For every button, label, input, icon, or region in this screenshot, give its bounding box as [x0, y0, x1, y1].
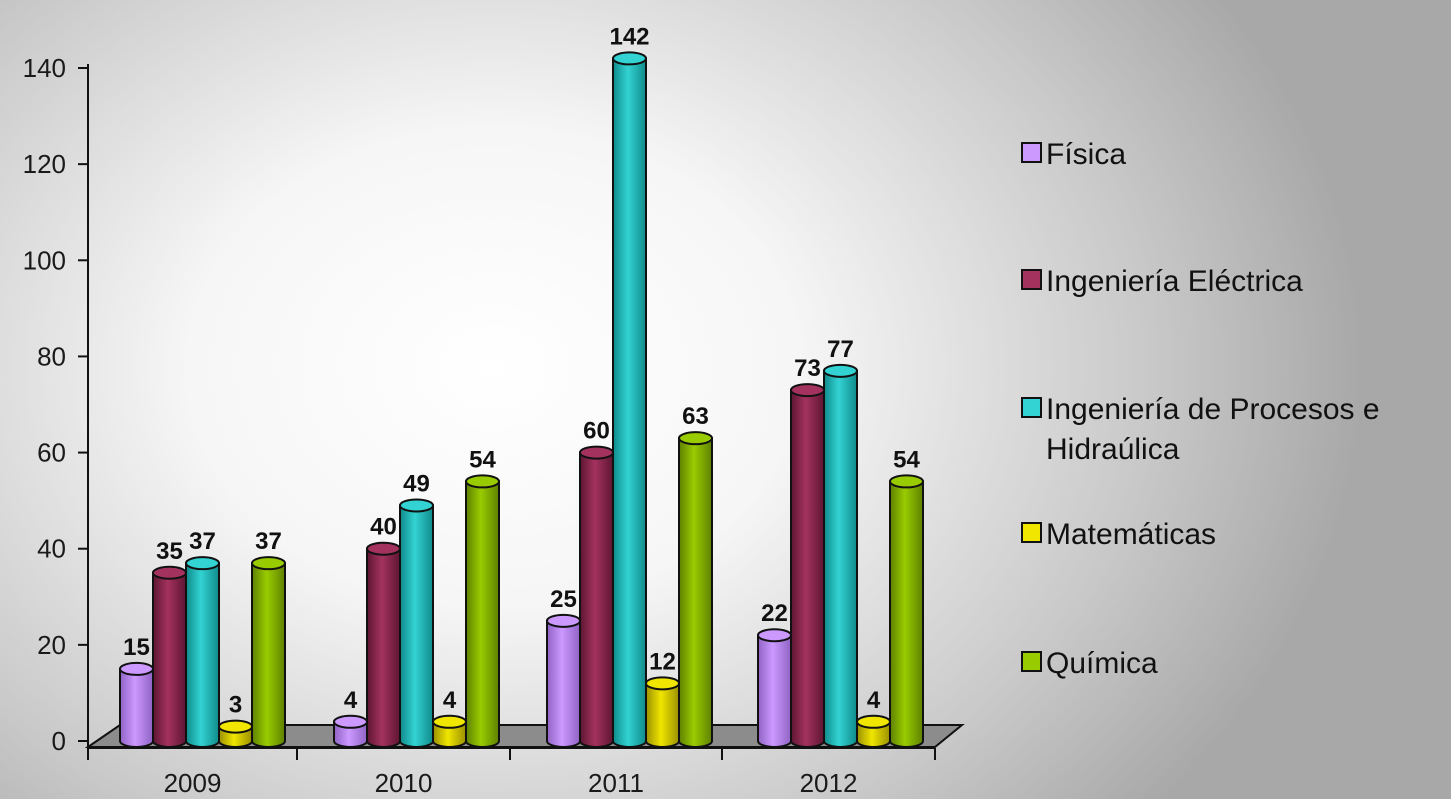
bars — [119, 51, 924, 748]
legend-swatch — [1021, 651, 1042, 672]
bar-fisica-2009 — [119, 661, 154, 748]
legend-label: Química — [1046, 647, 1158, 680]
bar-quimica-2012 — [889, 474, 924, 748]
y-tick-label: 40 — [37, 534, 66, 564]
legend-swatch — [1021, 522, 1042, 543]
x-tick-label: 2011 — [588, 768, 644, 798]
legend-item-ingenieria-de-procesos-e-hidraulica: Ingeniería de Procesos e Hidraúlica — [1021, 393, 1380, 466]
bar-ingenieria-de-procesos-e-hidraulica-2011 — [612, 51, 647, 748]
y-tick-label: 60 — [37, 438, 66, 468]
bar-quimica-2010 — [465, 474, 500, 748]
legend-item-matematicas: Matemáticas — [1021, 518, 1216, 551]
legend-swatch — [1021, 397, 1042, 418]
axes: 0 20 40 60 80 100 120 140 2009 2010 2011 2012 — [23, 53, 936, 798]
x-tick-label: 2010 — [375, 768, 433, 798]
bar-matematicas-2009 — [218, 719, 253, 748]
bar-matematicas-2010 — [432, 714, 467, 748]
data-label-ingenieria-electrica-2011: 60 — [583, 418, 610, 445]
bar-ingenieria-electrica-2011 — [579, 445, 614, 748]
data-label-ingenieria-de-procesos-e-hidraulica-2009: 37 — [189, 528, 216, 555]
data-label-matematicas-2009: 3 — [229, 692, 242, 719]
data-label-quimica-2009: 37 — [255, 528, 282, 555]
bar-quimica-2009 — [251, 556, 286, 748]
bar-ingenieria-electrica-2009 — [152, 565, 187, 748]
y-tick-label: 120 — [23, 149, 66, 179]
data-label-fisica-2011: 25 — [550, 586, 577, 613]
bar-fisica-2010 — [333, 714, 368, 748]
data-label-fisica-2012: 22 — [761, 600, 788, 627]
y-tick-label: 0 — [52, 726, 66, 756]
data-label-fisica-2009: 15 — [123, 634, 150, 661]
data-label-matematicas-2010: 4 — [443, 687, 457, 714]
bar-quimica-2011 — [678, 431, 713, 748]
legend-swatch — [1021, 142, 1042, 163]
legend-swatch — [1021, 269, 1042, 290]
legend-label: Ingeniería Eléctrica — [1046, 265, 1303, 298]
legend-item-fisica: Física — [1021, 138, 1126, 171]
data-label-quimica-2010: 54 — [469, 446, 496, 473]
data-label-ingenieria-electrica-2010: 40 — [370, 514, 397, 541]
bar-ingenieria-electrica-2010 — [366, 541, 401, 748]
x-tick-label: 2009 — [164, 768, 222, 798]
bar-matematicas-2012 — [856, 714, 891, 748]
data-label-ingenieria-electrica-2012: 73 — [794, 355, 821, 382]
data-label-quimica-2012: 54 — [893, 446, 920, 473]
y-tick-label: 20 — [37, 630, 66, 660]
legend-label: Ingeniería de Procesos e — [1046, 393, 1380, 426]
legend-item-ingenieria-electrica: Ingeniería Eléctrica — [1021, 265, 1303, 298]
data-label-quimica-2011: 63 — [682, 403, 709, 430]
y-tick-label: 140 — [23, 53, 66, 83]
bar-ingenieria-de-procesos-e-hidraulica-2010 — [399, 498, 434, 748]
legend-item-quimica: Química — [1021, 647, 1158, 680]
data-label-ingenieria-de-procesos-e-hidraulica-2010: 49 — [403, 470, 430, 497]
legend-label: Hidraúlica — [1046, 433, 1180, 466]
data-label-ingenieria-de-procesos-e-hidraulica-2012: 77 — [827, 336, 854, 363]
data-label-ingenieria-de-procesos-e-hidraulica-2011: 142 — [609, 23, 649, 50]
legend-label: Física — [1046, 138, 1126, 171]
bar-matematicas-2011 — [645, 676, 680, 748]
data-label-fisica-2010: 4 — [344, 687, 358, 714]
bar-fisica-2011 — [546, 613, 581, 748]
data-label-ingenieria-electrica-2009: 35 — [156, 538, 183, 565]
x-tick-label: 2012 — [800, 768, 858, 798]
y-tick-label: 80 — [37, 341, 66, 371]
y-tick-label: 100 — [23, 245, 66, 275]
bar-ingenieria-de-procesos-e-hidraulica-2012 — [823, 363, 858, 748]
bar-fisica-2012 — [757, 628, 792, 748]
data-label-matematicas-2011: 12 — [649, 648, 676, 675]
bar-ingenieria-electrica-2012 — [790, 383, 825, 748]
legend: Física Ingeniería Eléctrica Ingeniería de … — [1021, 138, 1380, 680]
bar-ingenieria-de-procesos-e-hidraulica-2009 — [185, 556, 220, 748]
data-label-matematicas-2012: 4 — [867, 687, 881, 714]
legend-label: Matemáticas — [1046, 518, 1216, 551]
